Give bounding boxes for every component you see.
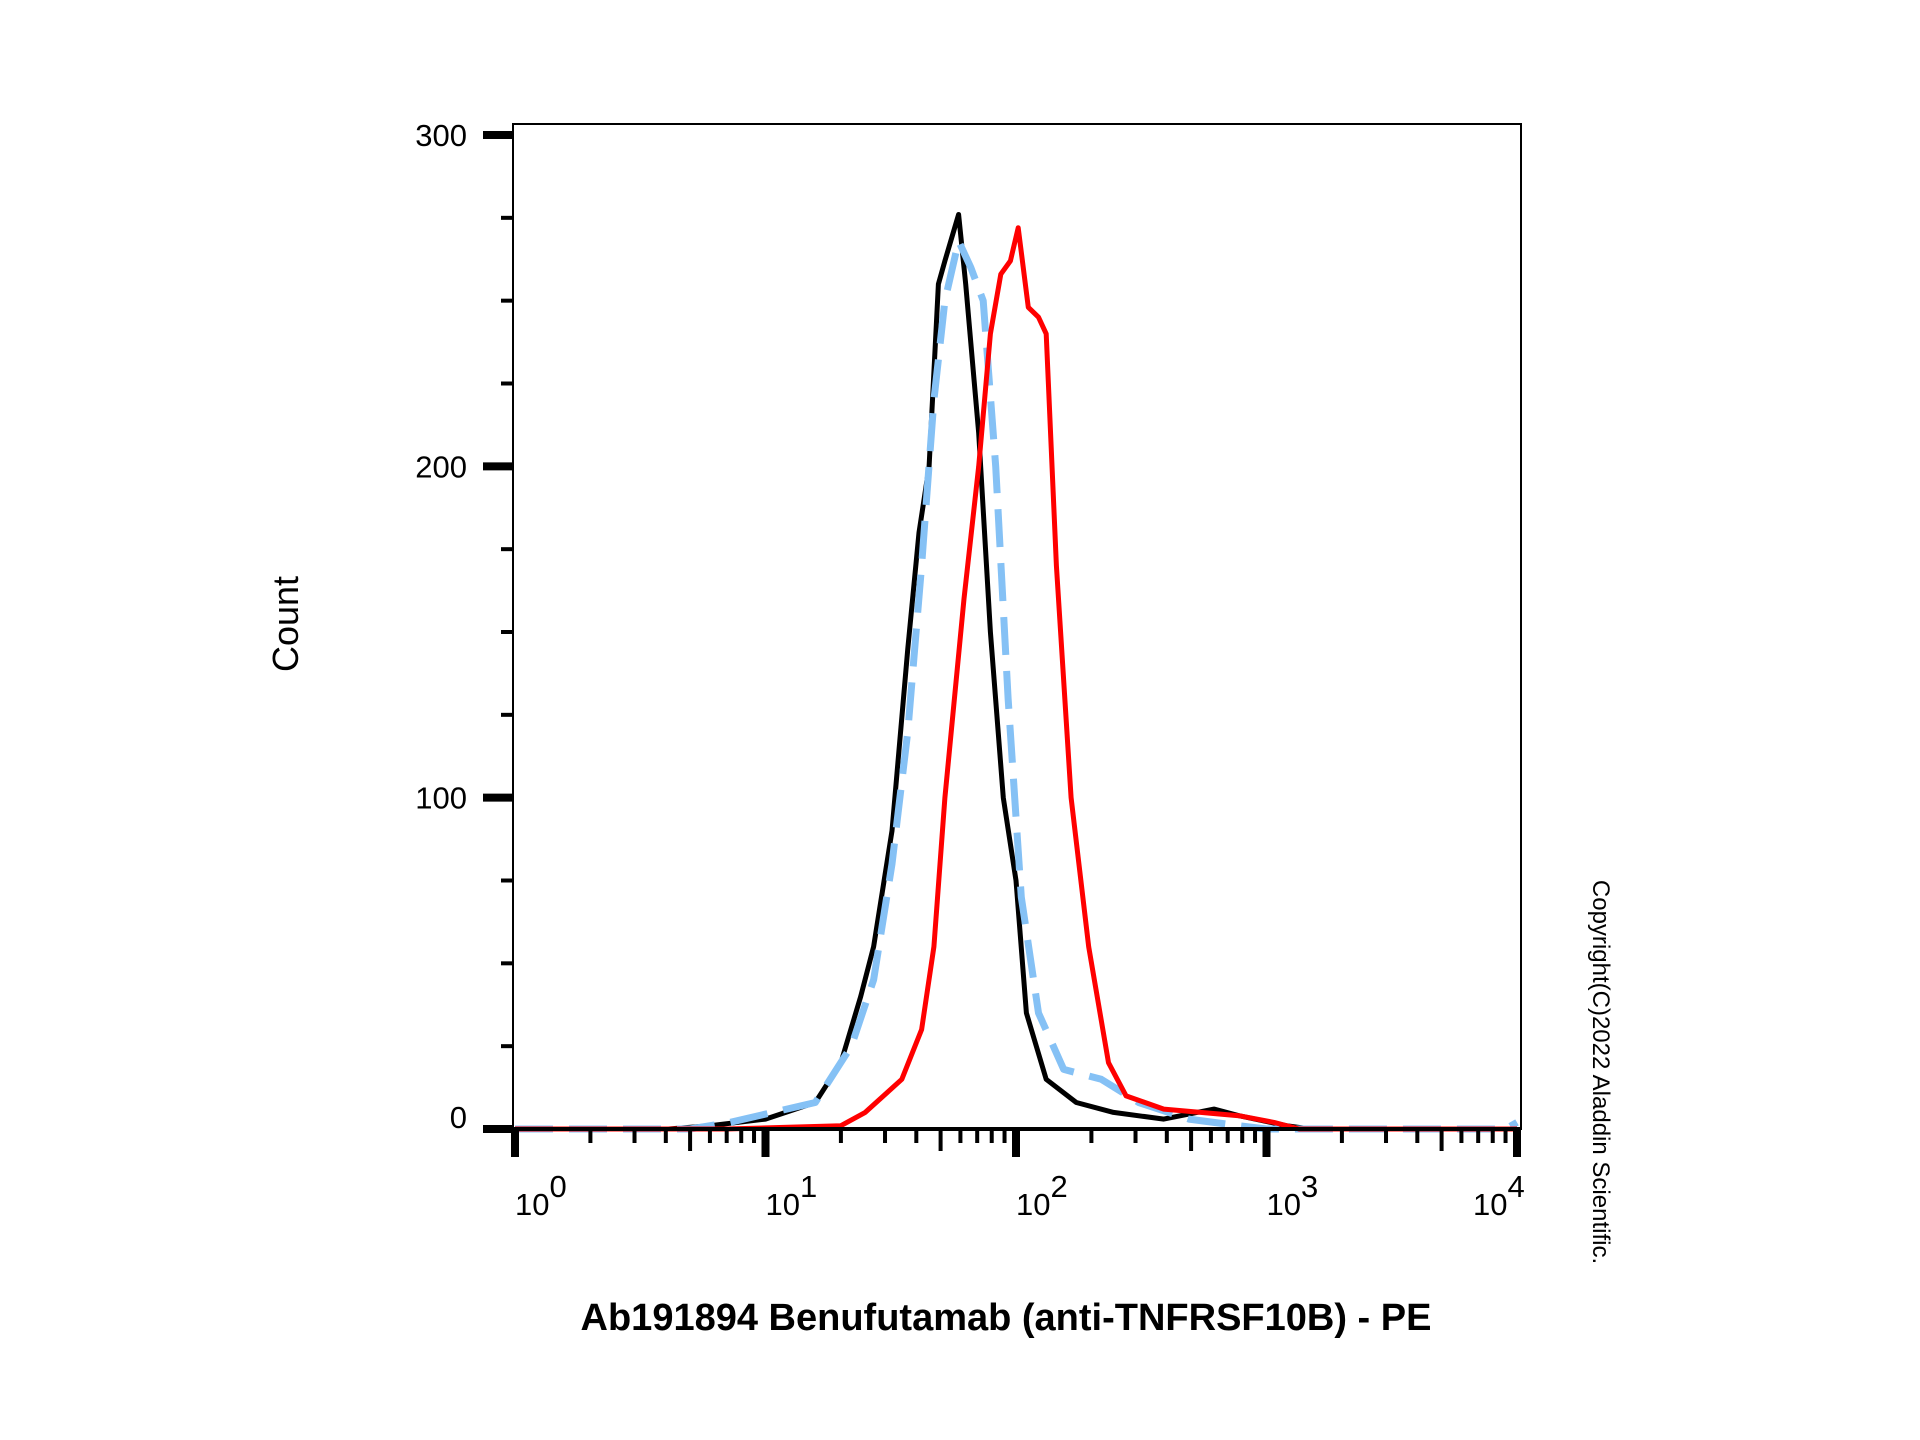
x-axis-label: Ab191894 Benufutamab (anti-TNFRSF10B) - …: [581, 1297, 1432, 1339]
x-tick-exponent: 0: [549, 1169, 566, 1204]
y-tick-label: 300: [415, 118, 467, 153]
x-tick-label: 103: [1267, 1169, 1319, 1222]
x-tick-exponent: 4: [1507, 1169, 1524, 1204]
x-tick-base: 10: [1267, 1187, 1301, 1222]
x-tick-base: 10: [1473, 1187, 1507, 1222]
x-tick-label: 101: [766, 1169, 818, 1222]
y-tick-label: 100: [415, 781, 467, 816]
y-tick-label: 200: [415, 449, 467, 484]
series-line-blue-dashed: [515, 237, 1519, 1133]
series-line-black-solid: [515, 212, 1517, 1132]
x-tick-base: 10: [1016, 1187, 1050, 1222]
x-tick-base: 10: [515, 1187, 549, 1222]
x-tick-label: 104: [1473, 1169, 1525, 1222]
y-axis-label: Count: [265, 576, 306, 672]
series-layer: [515, 212, 1519, 1133]
series-line-red-solid: [515, 225, 1517, 1132]
x-tick-exponent: 1: [800, 1169, 817, 1204]
copyright-text: Copyright(C)2022 Aladdin Scientific.: [1587, 880, 1614, 1264]
x-tick-exponent: 3: [1301, 1169, 1318, 1204]
y-tick-label: 0: [450, 1100, 467, 1135]
plot-frame: [512, 123, 1522, 1130]
x-tick-label: 102: [1016, 1169, 1068, 1222]
x-tick-exponent: 2: [1050, 1169, 1067, 1204]
x-tick-base: 10: [766, 1187, 800, 1222]
x-tick-label: 100: [515, 1169, 567, 1222]
